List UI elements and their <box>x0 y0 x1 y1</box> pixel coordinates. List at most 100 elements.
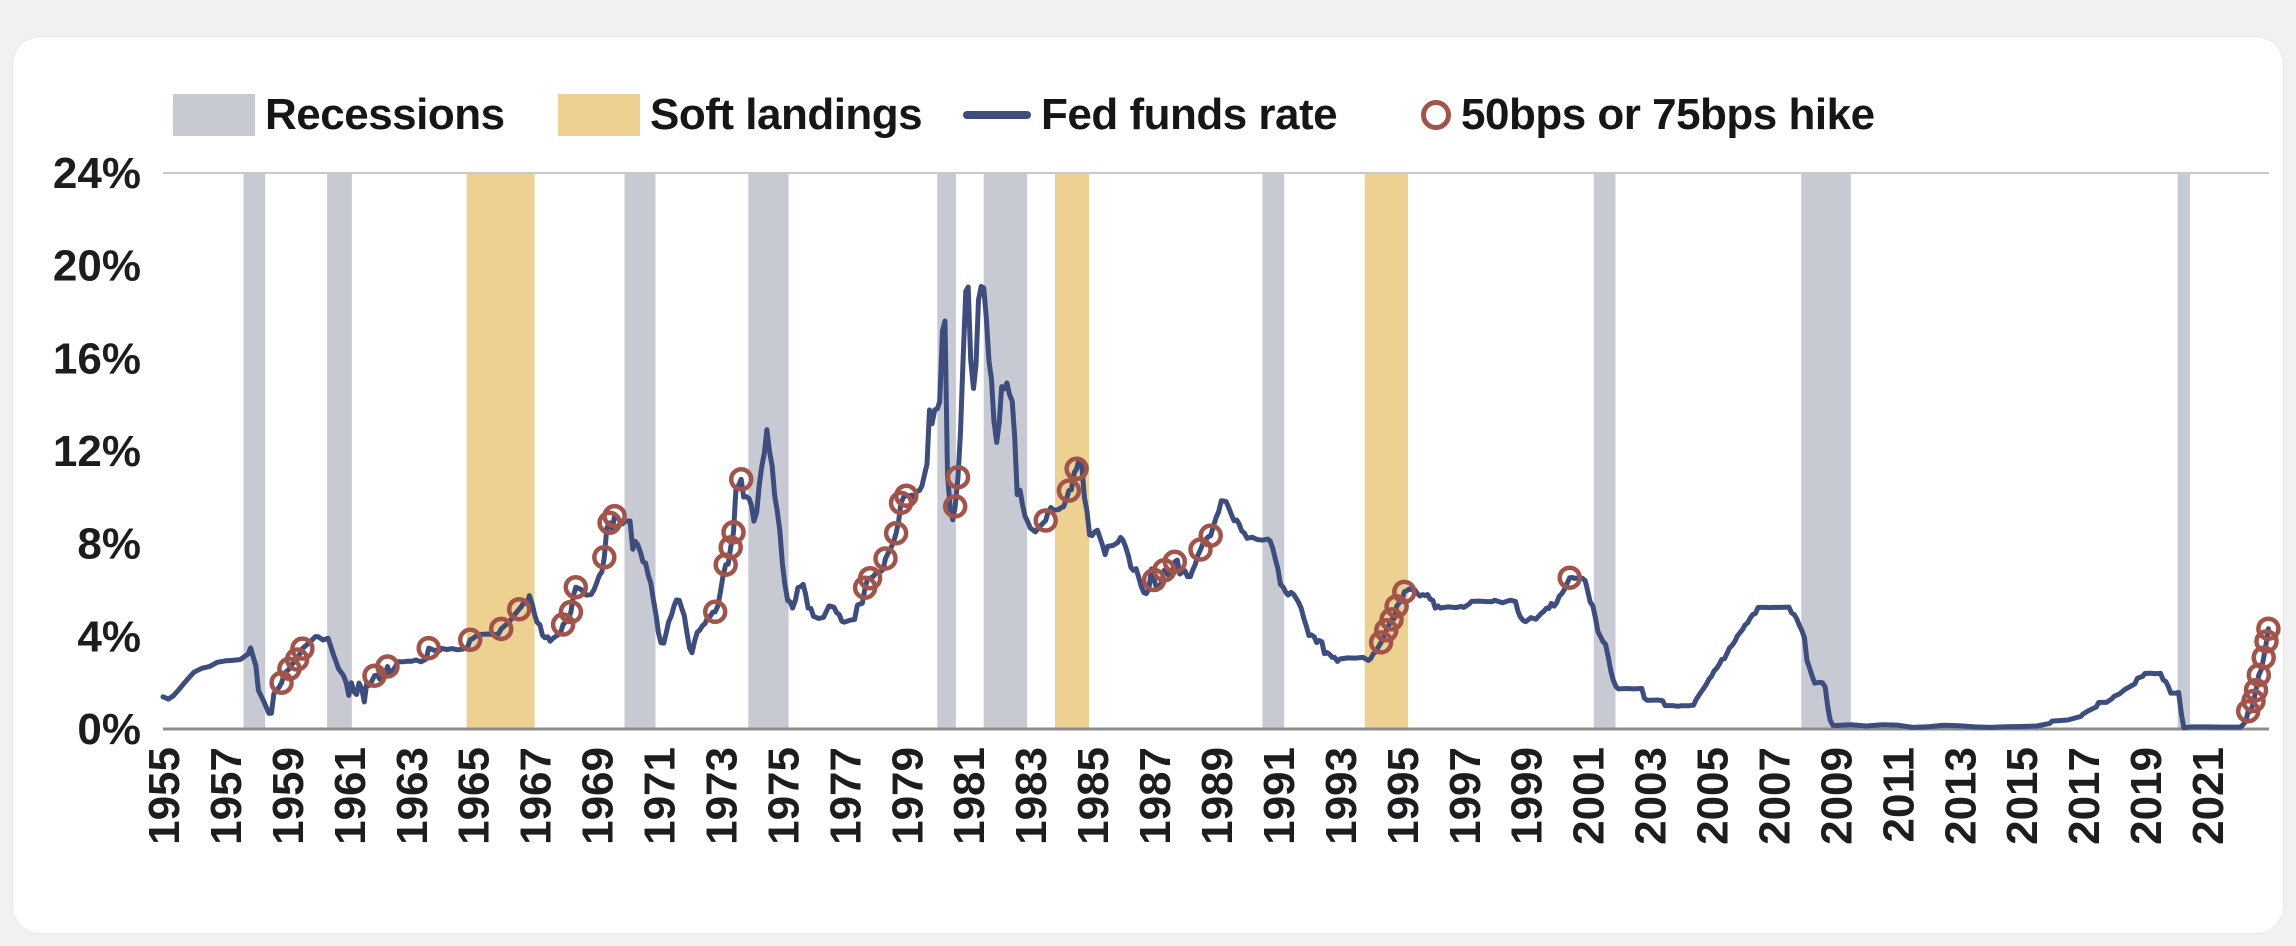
hike-marker <box>1392 579 1417 605</box>
hike-marker <box>2251 645 2276 670</box>
recession-band <box>327 173 352 729</box>
hike-marker <box>857 565 883 591</box>
x-tick-label: 2011 <box>1874 747 1923 842</box>
hike-marker-swatch-icon <box>1421 100 1451 130</box>
x-tick-label: 1995 <box>1379 747 1428 845</box>
hike-marker <box>592 545 617 570</box>
x-tick-label: 2013 <box>1936 747 1985 845</box>
legend-item-soft-landings: Soft landings <box>558 89 923 141</box>
x-tick-label: 1959 <box>264 747 313 845</box>
x-tick-label: 1965 <box>450 747 499 845</box>
x-tick-label: 2009 <box>1812 747 1861 845</box>
hike-marker <box>1368 630 1394 655</box>
x-tick-label: 2001 <box>1565 747 1614 845</box>
x-tick-label: 1971 <box>636 747 685 845</box>
recession-band <box>624 173 656 729</box>
x-tick-label: 1987 <box>1131 747 1180 845</box>
hike-marker <box>2241 688 2266 714</box>
hike-marker <box>873 546 898 571</box>
hike-marker <box>2243 677 2269 703</box>
x-tick-label: 2003 <box>1627 747 1676 845</box>
recession-band <box>243 173 266 729</box>
x-tick-label: 1985 <box>1069 747 1118 845</box>
x-tick-label: 1973 <box>698 747 747 845</box>
hike-marker <box>563 574 589 600</box>
soft-landing-swatch-icon <box>558 94 640 136</box>
x-tick-label: 1991 <box>1255 747 1304 845</box>
legend-item-hike: 50bps or 75bps hike <box>1421 89 1875 141</box>
hike-marker <box>416 635 441 661</box>
recession-band <box>1262 173 1285 729</box>
legend-label-recessions: Recessions <box>265 90 505 139</box>
recession-band <box>983 173 1028 729</box>
recession-band <box>2177 173 2190 729</box>
hike-marker <box>1033 508 1058 533</box>
y-tick-label: 0% <box>77 705 141 754</box>
y-tick-label: 8% <box>77 520 141 569</box>
hike-marker <box>506 596 532 622</box>
x-tick-label: 1999 <box>1503 747 1552 845</box>
hike-marker <box>945 464 971 490</box>
x-tick-label: 2017 <box>2060 747 2109 845</box>
legend-label-soft-landings: Soft landings <box>650 90 923 139</box>
hike-marker <box>1056 478 1082 503</box>
hike-marker <box>375 654 400 679</box>
chart-legend: Recessions Soft landings Fed funds rate … <box>13 89 2283 141</box>
legend-item-fed-funds-rate: Fed funds rate <box>963 89 1338 141</box>
x-tick-label: 1975 <box>759 747 808 845</box>
x-tick-label: 2021 <box>2184 747 2233 845</box>
x-tick-label: 1969 <box>574 747 623 845</box>
hike-marker <box>602 503 627 529</box>
y-tick-label: 20% <box>53 242 141 291</box>
hike-marker <box>702 599 728 625</box>
hike-marker <box>2254 629 2279 654</box>
hike-marker <box>290 636 315 661</box>
hike-marker <box>558 599 584 625</box>
x-tick-label: 1993 <box>1317 747 1366 845</box>
recession-swatch-icon <box>173 94 255 136</box>
fed-funds-chart: 0% 4% 8% 12% 16% 20% 24% 1955 1957 1959 1961 1963 19… <box>53 149 2281 845</box>
hike-marker <box>942 494 968 519</box>
legend-label-hike: 50bps or 75bps hike <box>1461 90 1875 139</box>
hike-marker <box>718 535 743 560</box>
y-tick-label: 24% <box>53 149 141 198</box>
x-tick-label: 1979 <box>883 747 932 845</box>
hike-marker <box>1162 549 1188 574</box>
x-tick-label: 1957 <box>202 747 251 845</box>
recession-band <box>1801 173 1851 729</box>
hike-marker <box>1064 456 1089 482</box>
legend-item-recessions: Recessions <box>173 89 505 141</box>
hike-marker <box>1557 565 1582 590</box>
recession-band <box>1593 173 1616 729</box>
hike-marker <box>2256 616 2281 641</box>
hike-marker <box>1379 607 1404 632</box>
hike-marker <box>488 616 514 642</box>
x-tick-label: 1977 <box>821 747 870 845</box>
legend-label-fed-funds-rate: Fed funds rate <box>1041 90 1338 139</box>
x-tick-label: 1989 <box>1193 747 1242 845</box>
x-tick-label: 2007 <box>1751 747 1800 845</box>
hike-marker <box>728 467 754 492</box>
soft-landing-band <box>1055 173 1090 729</box>
hike-marker <box>457 627 483 653</box>
x-tick-label: 1967 <box>512 747 561 845</box>
x-tick-label: 1961 <box>326 747 375 845</box>
x-tick-label: 2019 <box>2122 747 2171 845</box>
y-tick-label: 12% <box>53 427 141 476</box>
hike-marker <box>894 483 919 508</box>
x-tick-label: 2015 <box>1998 747 2047 845</box>
y-tick-label: 4% <box>77 612 141 661</box>
x-tick-label: 1963 <box>388 747 437 845</box>
x-tick-label: 2005 <box>1689 747 1738 845</box>
x-tick-label: 1981 <box>945 747 994 845</box>
x-tick-label: 1983 <box>1007 747 1056 845</box>
chart-card: Recessions Soft landings Fed funds rate … <box>12 36 2284 934</box>
hike-marker <box>883 520 909 546</box>
hike-marker <box>721 520 746 545</box>
hike-marker <box>1198 523 1223 548</box>
line-swatch-icon <box>963 111 1031 119</box>
y-tick-label: 16% <box>53 334 141 383</box>
x-tick-label: 1955 <box>140 747 189 845</box>
x-tick-label: 1997 <box>1441 747 1490 845</box>
